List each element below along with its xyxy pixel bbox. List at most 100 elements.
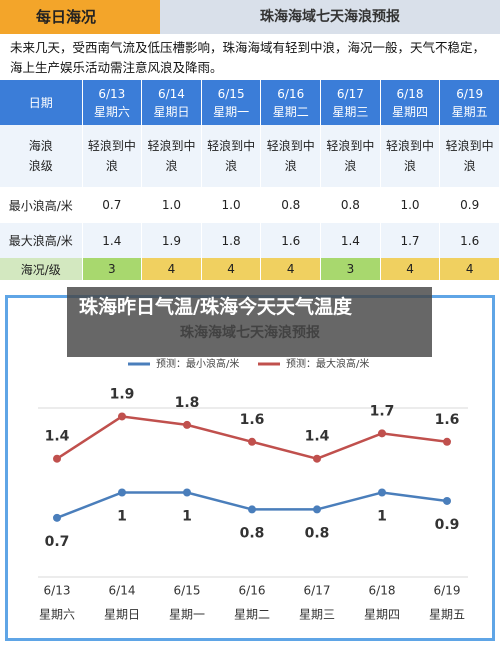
head-cell: 6/17 星期三 — [320, 80, 381, 125]
cell: 1.4 — [82, 223, 143, 258]
head-date: 6/17 — [336, 86, 364, 101]
head-weekday: 星期三 — [332, 104, 369, 119]
point — [378, 429, 386, 438]
x-tick-label: 6/14 — [109, 584, 136, 598]
row-label: 最小浪高/米 — [0, 187, 83, 223]
x-tick-label: 6/15 — [174, 584, 201, 598]
cell: 0.8 — [260, 187, 322, 223]
row-label: 最大浪高/米 — [0, 223, 83, 258]
cell: 0.7 — [82, 187, 143, 223]
row-label: 海浪浪级 — [0, 125, 83, 187]
cell: 轻浪到中浪 — [439, 125, 500, 187]
x-tick-label: 6/16 — [239, 584, 266, 598]
head-cell: 6/18 星期四 — [380, 80, 441, 125]
overlay-caption[interactable]: 珠海昨日气温/珠海今天天气温度 — [67, 287, 432, 357]
data-label: 1.6 — [240, 412, 265, 428]
head-cell: 6/19 星期五 — [439, 80, 500, 125]
cell: 轻浪到中浪 — [82, 125, 143, 187]
point — [53, 513, 61, 522]
tab-title[interactable]: 珠海海域七天海浪预报 — [160, 0, 500, 34]
data-label: 1.8 — [175, 395, 200, 411]
x-tick-label: 6/18 — [369, 584, 396, 598]
x-tick-weekday: 星期三 — [299, 608, 335, 622]
head-date: 6/14 — [157, 86, 185, 101]
head-date: 6/15 — [217, 86, 245, 101]
x-tick-weekday: 星期五 — [429, 608, 465, 622]
head-cell: 6/15 星期一 — [201, 80, 262, 125]
head-weekday: 星期一 — [213, 104, 250, 119]
data-label: 0.8 — [240, 525, 265, 541]
cell: 4 — [260, 258, 322, 280]
table-row: 海况/级 3 4 4 4 3 4 4 — [0, 258, 500, 280]
cell: 1.0 — [141, 187, 202, 223]
x-tick-weekday: 星期二 — [234, 608, 270, 622]
cell: 1.9 — [141, 223, 202, 258]
cell: 轻浪到中浪 — [201, 125, 262, 187]
head-date: 6/16 — [277, 86, 305, 101]
data-label: 1 — [377, 509, 387, 525]
cell: 3 — [82, 258, 143, 280]
x-tick-label: 6/17 — [304, 584, 331, 598]
x-tick-label: 6/19 — [434, 584, 461, 598]
point — [183, 488, 191, 497]
point — [443, 496, 451, 505]
forecast-table: 日期 6/13 星期六 6/14 星期日 6/15 星期一 6/16 星期二 6/17 星期三 6/1… — [0, 80, 500, 280]
data-label: 1 — [117, 509, 127, 525]
head-weekday: 星期五 — [451, 104, 488, 119]
point — [248, 505, 256, 514]
table-row: 海浪浪级 轻浪到中浪 轻浪到中浪 轻浪到中浪 轻浪到中浪 轻浪到中浪 轻浪到中浪 轻浪到中浪 — [0, 125, 500, 187]
point — [53, 454, 61, 463]
data-label: 0.9 — [435, 517, 460, 533]
tab-active[interactable]: 每日海况 — [0, 0, 160, 34]
cell: 4 — [201, 258, 262, 280]
cell: 1.7 — [380, 223, 441, 258]
cell: 0.8 — [320, 187, 381, 223]
head-label: 日期 — [0, 80, 83, 125]
table-head-row: 日期 6/13 星期六 6/14 星期日 6/15 星期一 6/16 星期二 6/17 星期三 6/1… — [0, 80, 500, 125]
cell: 轻浪到中浪 — [380, 125, 441, 187]
head-cell: 6/13 星期六 — [82, 80, 143, 125]
data-label: 0.7 — [45, 534, 70, 550]
cell: 轻浪到中浪 — [260, 125, 322, 187]
cell: 4 — [439, 258, 500, 280]
x-tick-label: 6/13 — [44, 584, 71, 598]
data-label: 0.8 — [305, 525, 330, 541]
head-date: 6/19 — [456, 86, 484, 101]
cell: 轻浪到中浪 — [320, 125, 381, 187]
row-label: 海况/级 — [0, 258, 83, 280]
data-label: 1.7 — [370, 403, 395, 419]
x-tick-weekday: 星期一 — [169, 608, 205, 622]
cell: 1.0 — [201, 187, 262, 223]
data-label: 1.9 — [110, 386, 135, 402]
cell: 4 — [380, 258, 441, 280]
head-date: 6/13 — [98, 86, 126, 101]
head-weekday: 星期日 — [153, 104, 190, 119]
point — [183, 420, 191, 429]
table-row: 最大浪高/米 1.4 1.9 1.8 1.6 1.4 1.7 1.6 — [0, 223, 500, 258]
cell: 轻浪到中浪 — [141, 125, 202, 187]
x-tick-weekday: 星期六 — [39, 608, 75, 622]
cell: 3 — [320, 258, 381, 280]
head-date: 6/18 — [396, 86, 424, 101]
data-label: 1 — [182, 509, 192, 525]
point — [118, 412, 126, 421]
point — [378, 488, 386, 497]
cell: 1.8 — [201, 223, 262, 258]
legend-label: 预测：最大浪高/米 — [286, 357, 369, 370]
cell: 1.4 — [320, 223, 381, 258]
notice: 未来几天，受西南气流及低压槽影响，珠海海域有轻到中浪，海况一般，天气不稳定，海上… — [10, 40, 486, 75]
point — [118, 488, 126, 497]
point — [248, 437, 256, 446]
series-line — [56, 491, 448, 520]
head-weekday: 星期四 — [392, 104, 429, 119]
head-weekday: 星期二 — [272, 104, 309, 119]
point — [313, 454, 321, 463]
cell: 4 — [141, 258, 202, 280]
x-tick-weekday: 星期日 — [104, 608, 140, 622]
head-cell: 6/16 星期二 — [260, 80, 322, 125]
legend-label: 预测：最小浪高/米 — [156, 357, 239, 370]
x-tick-weekday: 星期四 — [364, 608, 400, 622]
head-cell: 6/14 星期日 — [141, 80, 202, 125]
